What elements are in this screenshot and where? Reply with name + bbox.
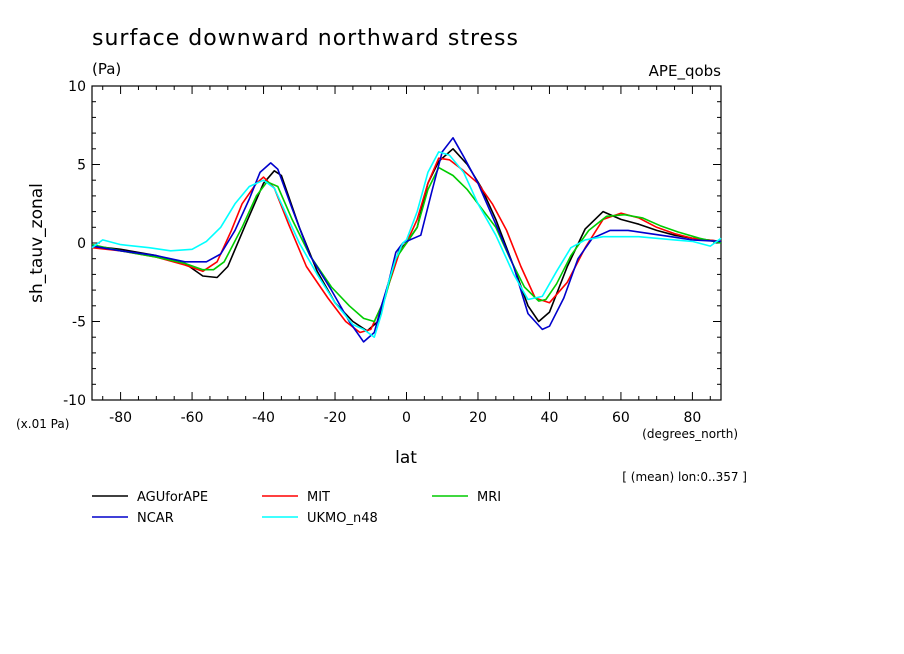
legend-label: MIT xyxy=(307,490,330,505)
x-tick-label: -80 xyxy=(109,410,132,426)
x-tick-label: -60 xyxy=(181,410,204,426)
y-tick-label: 0 xyxy=(77,236,86,252)
x-units-label: (degrees_north) xyxy=(642,427,738,441)
axis-ticks xyxy=(92,85,721,401)
legend-item: UKMO_n48 xyxy=(262,511,378,526)
legend-label: NCAR xyxy=(137,511,174,526)
y-axis-label: sh_tauv_zonal xyxy=(27,183,47,303)
series-line-mit xyxy=(91,157,722,334)
x-tick-label: 80 xyxy=(683,410,701,426)
y-tick-label: -5 xyxy=(72,315,86,331)
legend-item: NCAR xyxy=(92,511,174,526)
series-line-mri xyxy=(91,166,722,323)
x-tick-label: 60 xyxy=(612,410,630,426)
legend-item: MIT xyxy=(262,490,330,505)
series-line-ncar xyxy=(91,137,722,343)
chart-units: (Pa) xyxy=(92,60,121,78)
legend-label: MRI xyxy=(477,490,501,505)
x-tick-label: 40 xyxy=(541,410,559,426)
x-axis-label: lat xyxy=(395,448,417,468)
series-lines xyxy=(91,137,722,343)
legend: AGUforAPE MIT MRI NCAR UKMO_n48 xyxy=(92,490,501,526)
y-scale-note: (x.01 Pa) xyxy=(16,417,69,431)
legend-item: AGUforAPE xyxy=(92,490,208,505)
x-tick-label: -20 xyxy=(324,410,347,426)
experiment-label: APE_qobs xyxy=(649,62,722,81)
x-tick-labels: -80 -60 -40 -20 0 20 40 60 80 xyxy=(109,410,701,426)
chart-title: surface downward northward stress xyxy=(92,26,519,51)
legend-label: UKMO_n48 xyxy=(307,511,378,526)
legend-label: AGUforAPE xyxy=(137,490,208,505)
averaging-note: [ (mean) lon:0..357 ] xyxy=(622,470,747,484)
y-tick-label: -10 xyxy=(63,393,86,409)
legend-item: MRI xyxy=(432,490,501,505)
y-tick-labels: -10 -5 0 5 10 xyxy=(63,79,86,409)
series-line-ukmo-n48 xyxy=(91,151,722,339)
x-tick-label: 0 xyxy=(402,410,411,426)
x-tick-label: 20 xyxy=(469,410,487,426)
x-tick-label: -40 xyxy=(252,410,275,426)
plot-area xyxy=(91,85,722,401)
y-tick-label: 10 xyxy=(68,79,86,95)
y-tick-label: 5 xyxy=(77,158,86,174)
